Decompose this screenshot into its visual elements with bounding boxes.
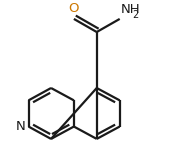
Text: 2: 2 (132, 10, 138, 20)
Text: NH: NH (121, 3, 141, 16)
Text: N: N (16, 120, 26, 133)
Text: O: O (69, 2, 79, 15)
